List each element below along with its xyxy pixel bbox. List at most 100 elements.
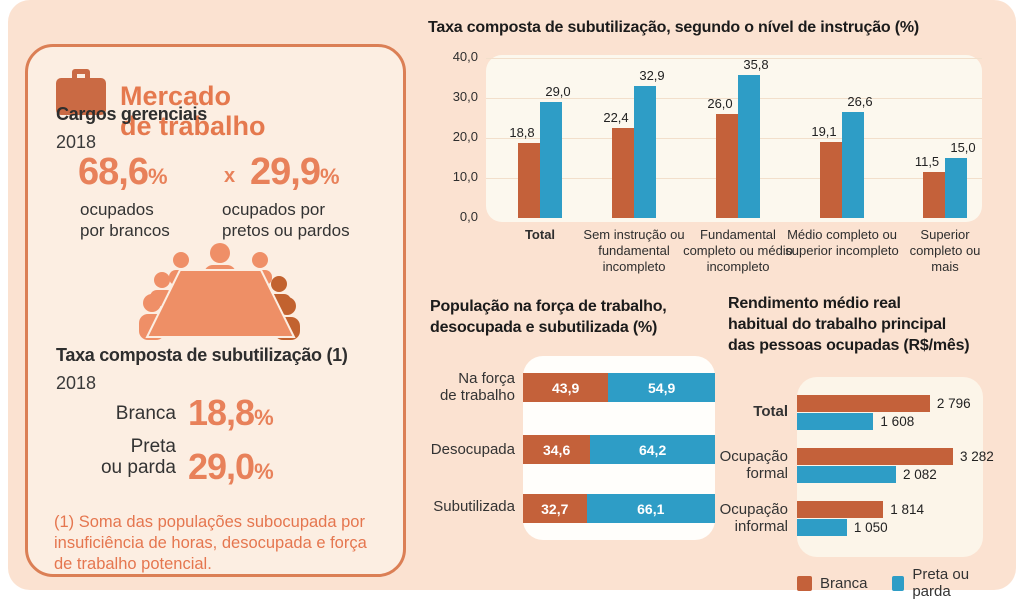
bar-segment: 54,9 [608,373,715,402]
category-label: Médio completo ou superior incompleto [785,227,899,258]
bar [797,466,896,483]
value-pretos: 29,9% [250,151,340,193]
segment-value-label: 43,9 [552,379,580,396]
taxa-heading: Taxa composta de subutilização (1) [56,345,348,365]
bar [923,172,945,218]
bar-value-label: 2 796 [936,396,971,411]
percent-sign: % [254,405,274,430]
stacked-bar-row: 34,6 64,2 [523,435,715,464]
value-brancos: 68,6% [78,151,168,193]
bar [738,74,760,218]
bar-value-label: 2 082 [902,467,937,482]
rendimento-chart-card: 2 796 1 608 3 282 2 082 1 814 1 050 [797,377,994,557]
forca-chart-title: População na força de trabalho, desocupa… [430,298,667,337]
taxa-row-branca: Branca 18,8% [48,395,378,431]
bar [797,448,953,465]
bar-group: 19,1 26,6 [811,55,873,222]
forca-chart-card: 43,9 54,9 34,6 64,2 32,7 66,1 [523,356,715,540]
percent-sign: % [254,458,274,484]
row-label: Subutilizada [433,498,515,515]
bar [797,519,847,536]
bar [797,413,874,430]
cargos-heading: Cargos gerenciais [56,104,207,124]
bar-value-label: 1 608 [880,414,915,429]
bar-value-label: 26,0 [707,96,733,111]
briefcase-icon [56,69,106,120]
bar-segment: 66,1 [586,494,715,523]
bar [797,395,930,412]
category-label: Fundamental completo ou médio incompleto [683,227,793,274]
bar [540,102,562,218]
bar [945,158,967,218]
bar [842,111,864,218]
bar-segment: 34,6 [523,435,591,464]
legend-label: Branca [820,574,868,592]
bar-value-label: 1 814 [890,502,925,517]
bar [716,114,738,218]
taxa-label: Preta ou parda [100,436,176,478]
segment-value-label: 32,7 [541,500,569,517]
label-brancos: ocupados por brancos [80,200,170,241]
bar-value-label: 19,1 [811,123,837,139]
y-tick: 40,0 [452,49,478,64]
label-pretos: ocupados por pretos ou pardos [222,200,350,241]
segment-value-label: 64,2 [638,441,667,458]
bar-value-label: 22,4 [603,110,629,126]
bar-group: 22,4 32,9 [603,55,665,222]
y-tick: 20,0 [452,129,478,144]
row-label: Total [753,403,788,420]
legend-swatch [891,575,905,591]
gridline [486,58,982,59]
bar-group: 18,8 29,0 [509,55,571,222]
taxa-year: 2018 [56,373,97,393]
versus-separator: x [224,165,236,187]
rendimento-chart-title: Rendimento médio real habitual do trabal… [728,295,970,354]
legend-label: Preta ou parda [912,566,970,600]
taxa-row-preta-parda: Preta ou parda 29,0% [48,436,378,485]
y-tick: 30,0 [452,89,478,104]
percent-sign: % [147,164,168,189]
chart-legend: Branca Preta ou parda [797,566,997,600]
bar-value-label: 11,5 [914,154,940,169]
row-label: Ocupação informal [719,501,788,536]
instruction-chart-card: 18,8 29,0 Total 22,4 32,9 Sem instrução ou fu… [486,55,982,274]
percent-sign: % [319,164,340,189]
cargos-year: 2018 [56,132,97,152]
bar-group: 11,5 15,0 [915,55,976,222]
meeting-table-icon [133,243,308,345]
bar [612,128,634,218]
legend-swatch [797,575,812,591]
legend-item: Branca [797,575,868,592]
bar-value-label: 1 050 [853,520,888,535]
instruction-chart-title: Taxa composta de subutilização, segundo … [428,19,919,37]
stacked-bar-row: 43,9 54,9 [523,373,715,402]
bar [820,141,842,218]
footnote: (1) Soma das populações subocupada por i… [54,512,367,573]
bar-value-label: 15,0 [950,140,976,155]
segment-value-label: 34,6 [542,441,571,458]
bar-value-label: 18,8 [509,124,535,140]
bar-value-label: 35,8 [743,56,769,72]
bar-segment: 43,9 [523,373,609,402]
category-label: Superior completo ou mais [909,227,981,274]
legend-item: Preta ou parda [891,566,997,600]
infographic-canvas: Mercado de trabalho Cargos gerenciais 20… [8,0,1016,600]
segment-value-label: 54,9 [648,379,676,396]
bar-value-label: 32,9 [639,68,665,84]
bar [634,86,656,218]
bar-value-label: 26,6 [847,93,873,109]
card-title: Mercado de trabalho [120,81,266,142]
stacked-bar-row: 32,7 66,1 [523,494,715,523]
row-label: Ocupação formal [719,448,788,483]
y-tick: 0,0 [459,209,478,224]
bar [797,501,884,518]
bar [518,142,540,218]
bar-group: 26,0 35,8 [707,55,769,222]
row-label: Na força de trabalho [439,370,515,405]
gridline [486,98,982,99]
y-tick: 10,0 [452,169,478,184]
taxa-label: Branca [115,403,176,425]
bar-value-label: 3 282 [960,449,994,464]
segment-value-label: 66,1 [637,500,665,517]
mercado-trabalho-card: Mercado de trabalho Cargos gerenciais 20… [25,44,406,577]
